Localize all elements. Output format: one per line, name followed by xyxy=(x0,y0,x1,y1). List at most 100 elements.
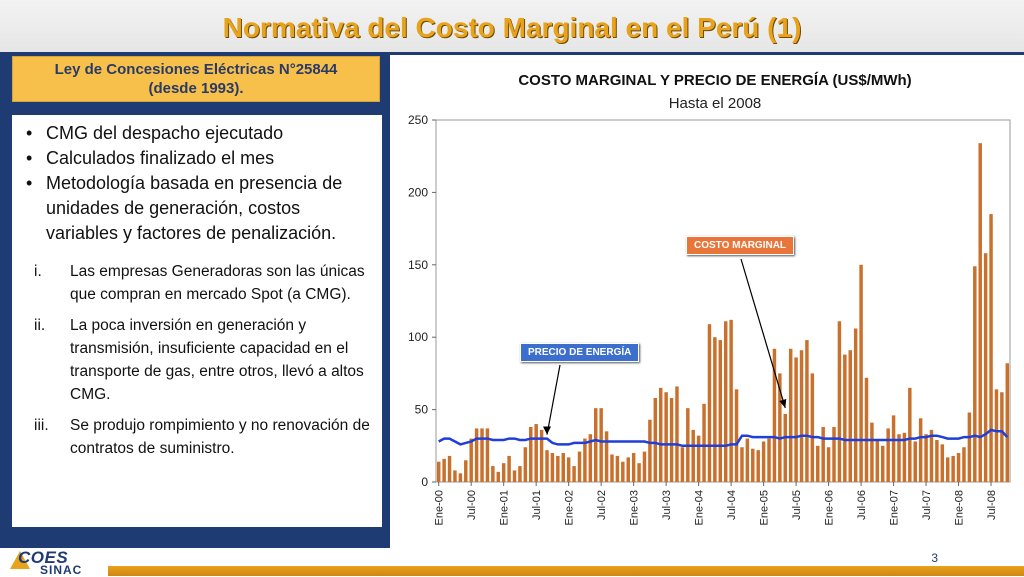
bar-costo-marginal xyxy=(658,387,663,482)
bar-costo-marginal xyxy=(648,419,652,482)
law-line-2: (desde 1993). xyxy=(148,80,244,97)
bar-costo-marginal xyxy=(713,337,717,482)
y-tick-label: 200 xyxy=(408,185,428,199)
bar-costo-marginal xyxy=(945,457,950,482)
bar-costo-marginal xyxy=(458,473,463,482)
callout-precio-energia: PRECIO DE ENERGÍA xyxy=(520,343,640,362)
chart-subtitle: Hasta el 2008 xyxy=(668,95,762,112)
bar-costo-marginal xyxy=(843,354,847,482)
bullet-list: • CMG del despacho ejecutado • Calculados … xyxy=(22,121,372,246)
bar-costo-marginal xyxy=(1005,363,1010,482)
plot-frame xyxy=(435,119,1011,483)
bar-costo-marginal xyxy=(436,461,441,482)
reason-number: iii. xyxy=(34,417,49,434)
bar-costo-marginal xyxy=(908,387,912,482)
bar-costo-marginal xyxy=(485,428,490,482)
bullet-item: • Calculados finalizado el mes xyxy=(26,146,372,171)
bar-costo-marginal xyxy=(783,413,788,482)
bar-costo-marginal xyxy=(501,463,506,482)
slide-title: Normativa del Costo Marginal en el Perú … xyxy=(222,12,802,43)
y-tick-label: 250 xyxy=(408,113,428,127)
bar-costo-marginal xyxy=(967,412,972,482)
bar-costo-marginal xyxy=(723,321,728,482)
bar-costo-marginal xyxy=(935,440,939,482)
bullet-icon: • xyxy=(26,173,33,193)
bar-costo-marginal xyxy=(447,455,452,482)
x-tick-label: Jul-06 xyxy=(856,490,868,520)
bar-costo-marginal xyxy=(924,434,928,482)
reason-text: La poca inversión en generación y transm… xyxy=(70,317,364,403)
bar-costo-marginal xyxy=(983,253,988,482)
bar-costo-marginal xyxy=(669,398,674,482)
x-tick-label: Ene-05 xyxy=(759,490,771,525)
x-tick-label: Ene-01 xyxy=(499,490,511,525)
bar-costo-marginal xyxy=(604,431,609,482)
bar-costo-marginal xyxy=(751,448,755,482)
bar-costo-marginal xyxy=(956,453,961,482)
reason-number: ii. xyxy=(34,317,46,334)
bar-costo-marginal xyxy=(805,340,809,482)
bar-costo-marginal xyxy=(918,418,923,482)
bar-costo-marginal xyxy=(442,458,446,482)
bar-costo-marginal xyxy=(496,471,501,482)
callout-costo-marginal: COSTO MARGINAL xyxy=(686,236,795,255)
x-tick-label: Jul-02 xyxy=(596,490,608,520)
bar-costo-marginal xyxy=(594,408,598,482)
callout-costo-marginal-arrow xyxy=(740,258,786,409)
logo-icon xyxy=(10,551,30,569)
bar-costo-marginal xyxy=(480,428,484,482)
law-box: Ley de Concesiones Eléctricas N°25844 (d… xyxy=(12,56,380,102)
bar-costo-marginal xyxy=(837,321,842,482)
x-tick-label: Jul-01 xyxy=(531,490,543,520)
bar-costo-marginal xyxy=(978,143,982,482)
bullet-item: • Metodología basada en presencia de unid… xyxy=(26,173,343,243)
y-tick-label: 150 xyxy=(408,258,428,272)
bar-costo-marginal xyxy=(680,447,685,482)
bar-costo-marginal xyxy=(550,453,555,482)
bar-costo-marginal xyxy=(491,466,495,482)
bullet-item: • CMG del despacho ejecutado xyxy=(26,121,372,146)
bar-costo-marginal xyxy=(778,373,782,482)
bar-costo-marginal xyxy=(610,454,614,482)
law-line-1: Ley de Concesiones Eléctricas N°25844 xyxy=(54,61,338,78)
bar-costo-marginal xyxy=(561,453,565,482)
x-tick-label: Ene-04 xyxy=(694,490,706,525)
bar-costo-marginal xyxy=(474,428,479,482)
x-tick-label: Ene-07 xyxy=(889,490,901,525)
bar-costo-marginal xyxy=(870,422,874,482)
bar-costo-marginal xyxy=(859,264,863,482)
x-tick-label: Ene-03 xyxy=(629,490,641,525)
bar-costo-marginal xyxy=(848,350,852,482)
bar-costo-marginal xyxy=(696,435,701,482)
x-tick-label: Jul-05 xyxy=(791,490,803,520)
bar-costo-marginal xyxy=(816,445,820,482)
bar-costo-marginal xyxy=(664,392,668,482)
bar-costo-marginal xyxy=(788,348,793,482)
bullet-icon: • xyxy=(26,148,33,168)
title-bar: Normativa del Costo Marginal en el Perú … xyxy=(0,0,1024,55)
bar-costo-marginal xyxy=(810,373,815,482)
y-tick-label: 50 xyxy=(415,403,429,417)
bar-costo-marginal xyxy=(556,455,560,482)
x-tick-label: Jul-04 xyxy=(726,490,738,520)
reason-number: i. xyxy=(34,263,42,280)
x-tick-label: Jul-03 xyxy=(661,490,673,520)
bar-costo-marginal xyxy=(626,457,630,482)
coes-logo: COES SINAC xyxy=(10,548,102,577)
bar-costo-marginal xyxy=(588,434,593,482)
bar-costo-marginal xyxy=(675,386,679,482)
bar-costo-marginal xyxy=(902,432,907,482)
bar-costo-marginal xyxy=(539,429,544,482)
footer-stripe xyxy=(108,566,1024,576)
chart: 0 50 100 150 200 250 Ene-00 Jul-00 Ene-01 Jul-01 E… xyxy=(408,113,1011,525)
bar-costo-marginal xyxy=(794,357,798,482)
x-tick-label: Ene-08 xyxy=(954,490,966,525)
callout-precio-energia-arrow xyxy=(546,364,561,435)
bar-costo-marginal xyxy=(740,447,744,482)
bar-costo-marginal xyxy=(583,438,587,482)
bar-costo-marginal xyxy=(637,463,641,482)
bar-costo-marginal xyxy=(453,470,457,482)
bar-costo-marginal xyxy=(464,460,468,482)
bar-costo-marginal xyxy=(875,440,880,482)
x-tick-label: Ene-00 xyxy=(434,490,446,525)
